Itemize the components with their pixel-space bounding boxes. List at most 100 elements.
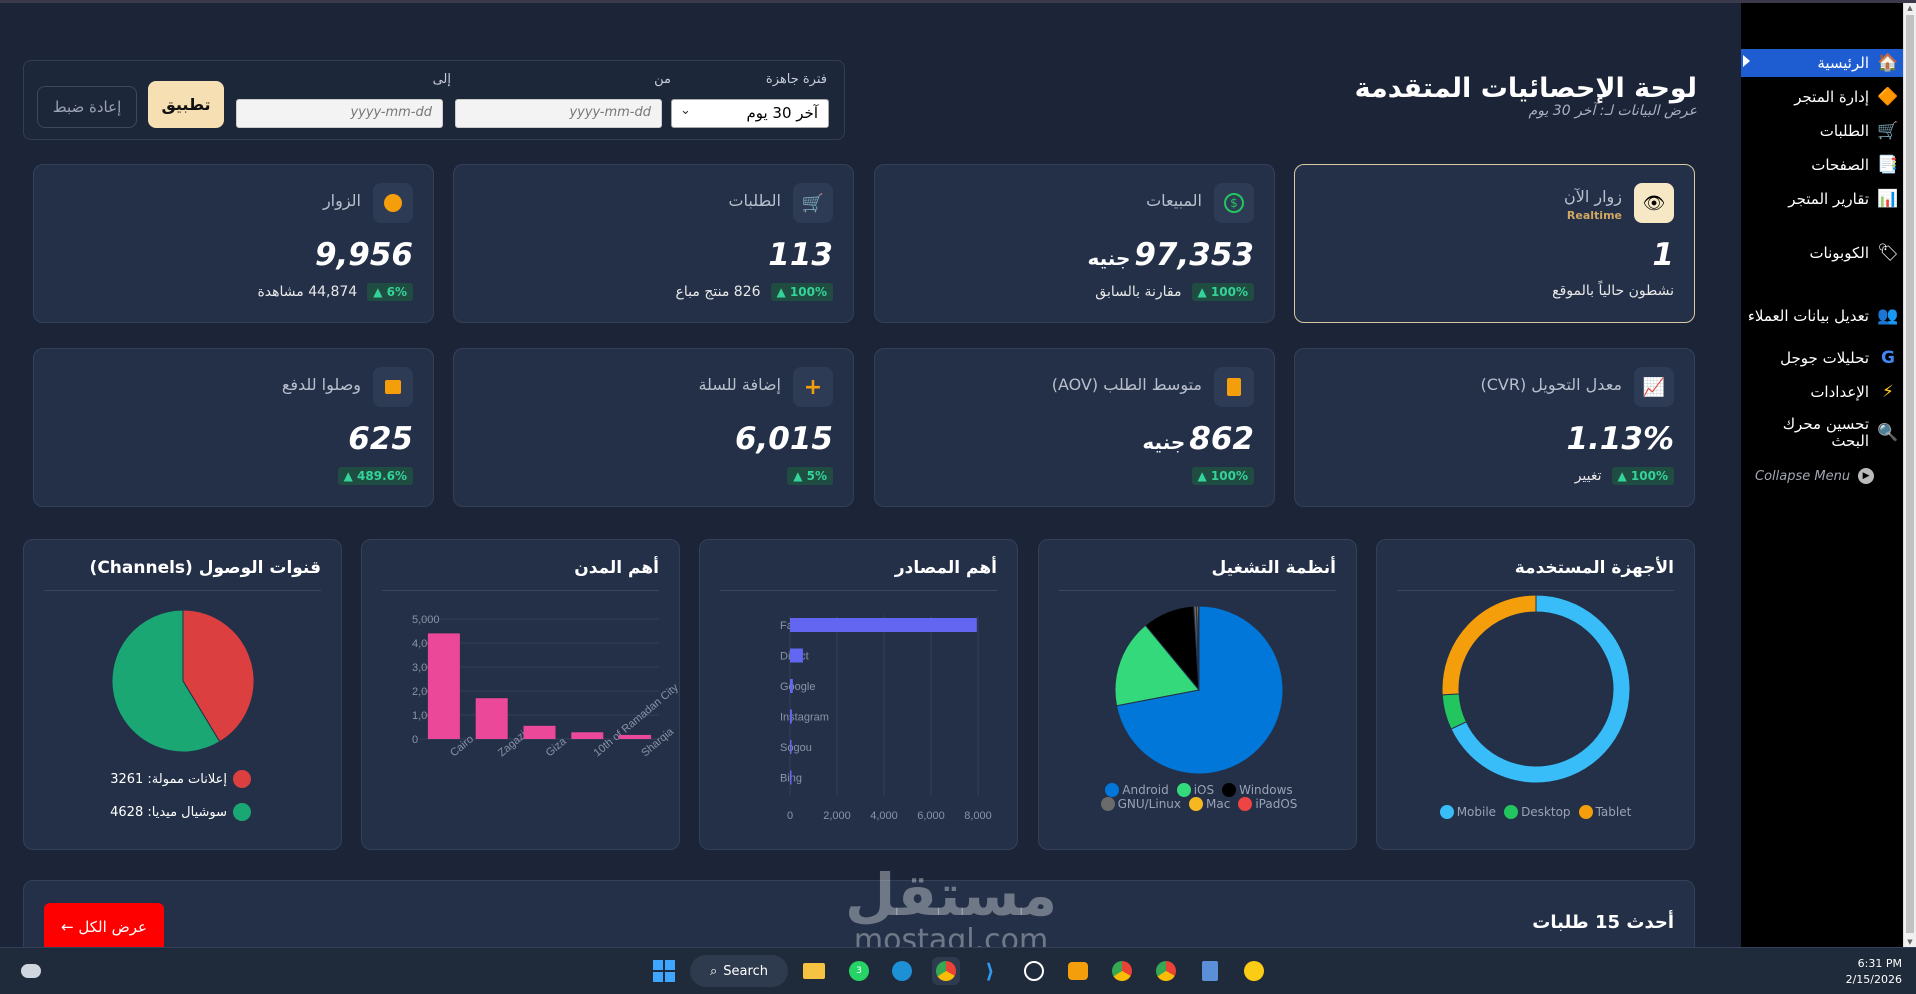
whatsapp-icon[interactable]: 3: [845, 957, 873, 985]
chrome-icon[interactable]: [932, 957, 960, 985]
legend-item[interactable]: iPadOS: [1238, 797, 1297, 811]
divider: [382, 590, 659, 591]
bar: [790, 709, 792, 724]
vscode-icon[interactable]: ⟩: [985, 959, 995, 983]
scroll-thumb[interactable]: [1906, 15, 1914, 933]
legend-paid-ads: إعلانات ممولة: 3261: [110, 770, 251, 788]
trend-badge: ▲ 489.6%: [337, 467, 413, 485]
legend-item[interactable]: iOS: [1176, 783, 1214, 797]
report-icon: 📊: [1877, 189, 1899, 209]
legend-item[interactable]: Windows: [1222, 783, 1293, 797]
scroll-down-arrow[interactable]: ▼: [1907, 938, 1913, 946]
panel-title: الأجهزة المستخدمة: [1514, 558, 1674, 578]
calculator-icon[interactable]: [1196, 957, 1224, 985]
stat-footer: نشطون حالياً بالموقع: [1552, 283, 1674, 299]
recent-orders-title: أحدث 15 طلبات: [1532, 912, 1674, 933]
stat-card-checkout: وصلوا للدفع 625 ▲ 489.6%: [33, 348, 434, 507]
stat-value: 625: [348, 421, 413, 457]
legend-item[interactable]: GNU/Linux: [1100, 797, 1181, 811]
sidebar-item-google-analytics[interactable]: G تحليلات جوجل: [1741, 344, 1903, 372]
sidebar-item-seo[interactable]: 🔍 تحسين محرك البحث: [1782, 415, 1899, 450]
divider: [1397, 590, 1674, 591]
stat-value: 862جنيه: [1142, 421, 1254, 457]
pie-slice-0: [182, 609, 255, 743]
file-explorer-icon[interactable]: [800, 957, 828, 985]
sidebar-item-orders[interactable]: 🛒 الطلبات: [1819, 121, 1899, 141]
legend-label: Windows: [1239, 783, 1293, 797]
stat-card-sales: $ المبيعات 97,353جنيه ▲ 100% مقارنة بالس…: [874, 164, 1275, 323]
windows-start-icon[interactable]: [650, 957, 678, 985]
app-icon[interactable]: [1240, 957, 1268, 985]
stat-card-aov: متوسط الطلب (AOV) 862جنيه ▲ 100%: [874, 348, 1275, 507]
stat-footer: ▲ 5%: [777, 467, 833, 485]
sidebar-item-coupons[interactable]: 🏷 الكوبونات: [1809, 243, 1899, 263]
chrome-profile-icon[interactable]: [1108, 957, 1136, 985]
stat-title: وصلوا للدفع: [281, 375, 361, 394]
window-top-border: [0, 0, 1916, 3]
sidebar-nav: 🏠 الرئيسية 🔶 إدارة المتجر 🛒 الطلبات 📑 ال…: [1741, 3, 1903, 947]
legend-dot: [1238, 797, 1253, 811]
preset-select[interactable]: آخر 30 يوم ⌄: [671, 99, 829, 128]
legend-item[interactable]: Android: [1105, 783, 1169, 797]
teams-icon[interactable]: [1064, 957, 1092, 985]
legend-item[interactable]: Mac: [1189, 797, 1230, 811]
stat-footer: ▲ 6% 44,874 مشاهدة: [257, 283, 413, 301]
panel-title: أهم المصادر: [894, 558, 997, 578]
bar: [475, 698, 508, 739]
from-date-input[interactable]: yyyy-mm-dd: [455, 99, 662, 128]
trend-badge: ▲ 100%: [1191, 283, 1254, 301]
to-date-input[interactable]: yyyy-mm-dd: [236, 99, 443, 128]
bar: [619, 734, 652, 739]
chatgpt-icon[interactable]: [1020, 957, 1048, 985]
stat-title: إضافة للسلة: [698, 375, 781, 394]
wallet-icon: [373, 367, 413, 407]
channels-chart: [111, 609, 255, 753]
os-legend: Android iOS Windows GNU/Linux Mac iPadOS: [1079, 783, 1319, 811]
x-tick-label: 4,000: [870, 810, 898, 822]
apply-button[interactable]: تطبيق: [148, 81, 224, 128]
devices-legend: Mobile Desktop Tablet: [1377, 805, 1694, 819]
sidebar-item-reports[interactable]: 📊 تقارير المتجر: [1788, 189, 1899, 209]
chrome-profile-2-icon[interactable]: [1152, 957, 1180, 985]
sidebar-item-home[interactable]: 🏠 الرئيسية: [1741, 49, 1903, 77]
preset-label: فترة جاهزة: [765, 72, 827, 87]
sidebar-item-pages[interactable]: 📑 الصفحات: [1811, 155, 1899, 175]
search-icon: ⌕: [710, 963, 718, 979]
x-tick-label: 6,000: [917, 810, 945, 822]
reset-button[interactable]: إعادة ضبط: [37, 86, 137, 128]
weather-icon[interactable]: [17, 957, 45, 985]
panel-title: أهم المدن: [574, 558, 659, 578]
taskbar-search[interactable]: ⌕ Search: [690, 955, 788, 987]
legend-item[interactable]: Tablet: [1578, 805, 1631, 819]
sidebar-item-store-management[interactable]: 🔶 إدارة المتجر: [1794, 87, 1899, 107]
y-tick-label: 0: [412, 734, 418, 746]
stat-value: 6,015: [734, 421, 833, 457]
legend-item[interactable]: Desktop: [1504, 805, 1571, 819]
bar: [790, 770, 792, 785]
sidebar-item-settings[interactable]: ⚡ الإعدادات: [1741, 378, 1903, 406]
pie-slice-0: [1115, 605, 1284, 775]
scrollbar[interactable]: ▲ ▼: [1903, 3, 1916, 947]
stat-subtitle: Realtime: [1566, 209, 1622, 222]
scroll-up-arrow[interactable]: ▲: [1907, 4, 1913, 12]
taskbar-clock[interactable]: 6:31 PM 2/15/2026: [1845, 957, 1902, 986]
pie-slice-2: [1441, 594, 1537, 696]
play-icon: ▶: [1858, 468, 1875, 484]
calculator-icon: [1214, 367, 1254, 407]
stat-title: زوار الآن: [1563, 187, 1622, 206]
legend-item[interactable]: Mobile: [1439, 805, 1496, 819]
bar: [523, 725, 556, 739]
divider: [44, 590, 321, 591]
sidebar-item-customers[interactable]: 👥 تعديل بيانات العملاء: [1747, 306, 1899, 326]
trend-badge: ▲ 100%: [1191, 467, 1254, 485]
edge-icon[interactable]: [888, 957, 916, 985]
view-all-button[interactable]: عرض الكل ←: [44, 903, 164, 947]
channels-panel: قنوات الوصول (Channels) إعلانات ممولة: 3…: [23, 539, 342, 850]
legend-label: Mac: [1206, 797, 1231, 811]
legend-dot: [1222, 783, 1237, 797]
chevron-down-icon: ⌄: [680, 103, 691, 118]
collapse-menu-button[interactable]: Collapse Menu ▶: [1741, 468, 1903, 484]
stat-title: متوسط الطلب (AOV): [1051, 375, 1202, 394]
stat-footer: ▲ 100% 826 منتج مباع: [676, 283, 833, 301]
stat-footer: ▲ 100% تغيير: [1575, 467, 1674, 485]
